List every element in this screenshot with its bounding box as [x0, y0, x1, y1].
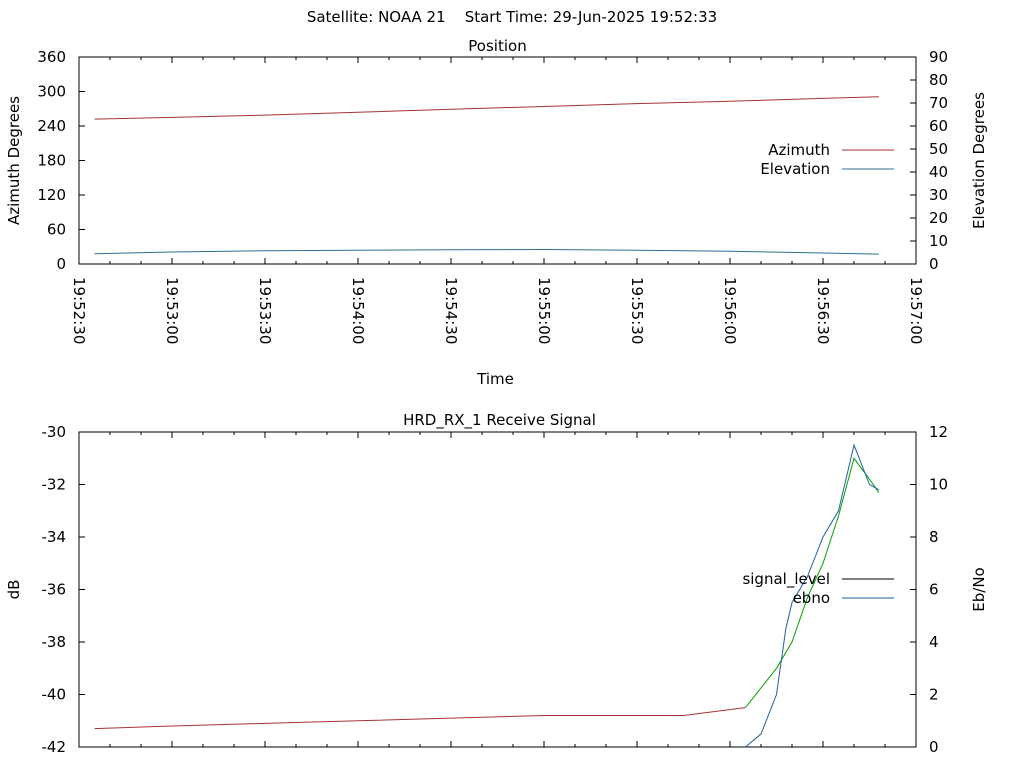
y2-tick-label: 40: [929, 163, 948, 181]
x-tick-label: 19:53:00: [163, 277, 181, 344]
y2-tick-label: 30: [929, 186, 948, 204]
y-tick-label: -40: [42, 686, 67, 704]
x-tick-label: 19:55:30: [628, 277, 646, 344]
position-chart-title: Position: [468, 37, 526, 55]
signal-chart-title: HRD_RX_1 Receive Signal: [403, 411, 596, 430]
signal-plot-frame: [78, 431, 917, 748]
y-tick-label: 120: [37, 186, 66, 204]
y2-tick-label: 10: [929, 476, 948, 494]
y2-tick-label: 20: [929, 209, 948, 227]
y2-tick-label: 10: [929, 232, 948, 250]
y-tick-label: -38: [42, 633, 67, 651]
x-tick-label: 19:56:30: [814, 277, 832, 344]
y2-tick-label: 50: [929, 140, 948, 158]
y-tick-label: 0: [56, 255, 66, 273]
elevation-axis-label: Elevation Degrees: [970, 92, 988, 229]
x-tick-label: 19:56:00: [721, 277, 739, 344]
y2-tick-label: 12: [929, 423, 948, 441]
y-tick-label: 360: [37, 48, 66, 66]
y-tick-label: -30: [42, 423, 67, 441]
y2-tick-label: 2: [929, 686, 939, 704]
x-tick-label: 19:54:30: [442, 277, 460, 344]
x-tick-label: 19:52:30: [70, 277, 88, 344]
y2-tick-label: 0: [929, 255, 939, 273]
legend-label-signal-level: signal_level: [742, 570, 830, 589]
db-axis-label: dB: [5, 580, 23, 600]
elevation-series-line: [94, 248, 879, 255]
azimuth-series-line: [94, 96, 879, 120]
y2-tick-label: 80: [929, 71, 948, 89]
y2-tick-label: 0: [929, 738, 939, 756]
y2-tick-label: 60: [929, 117, 948, 135]
x-tick-label: 19:53:30: [256, 277, 274, 344]
azimuth-axis-label: Azimuth Degrees: [5, 96, 23, 225]
position-x-axis-label: Time: [476, 370, 514, 388]
y-tick-label: -36: [42, 581, 67, 599]
page-header: Satellite: NOAA 21 Start Time: 29-Jun-20…: [306, 8, 718, 26]
y-tick-label: -42: [42, 738, 67, 756]
y-tick-label: -34: [42, 528, 67, 546]
signal-level-line-low: [94, 707, 746, 730]
y-tick-label: -32: [42, 476, 67, 494]
y-tick-label: 60: [47, 221, 66, 239]
y-tick-label: 300: [37, 83, 66, 101]
x-tick-label: 19:55:00: [535, 277, 553, 344]
legend-label-azimuth: Azimuth: [768, 141, 830, 159]
y2-tick-label: 4: [929, 633, 939, 651]
y-tick-label: 180: [37, 152, 66, 170]
legend-label-elevation: Elevation: [760, 160, 830, 178]
legend-label-ebno: ebno: [793, 589, 830, 607]
ebno-series-line: [745, 443, 880, 748]
y2-tick-label: 70: [929, 94, 948, 112]
y2-tick-label: 6: [929, 581, 939, 599]
y2-tick-label: 8: [929, 528, 939, 546]
ebno-axis-label: Eb/No: [970, 567, 988, 611]
x-tick-label: 19:57:00: [907, 277, 925, 344]
y2-tick-label: 90: [929, 48, 948, 66]
x-tick-label: 19:54:00: [349, 277, 367, 344]
y-tick-label: 240: [37, 117, 66, 135]
